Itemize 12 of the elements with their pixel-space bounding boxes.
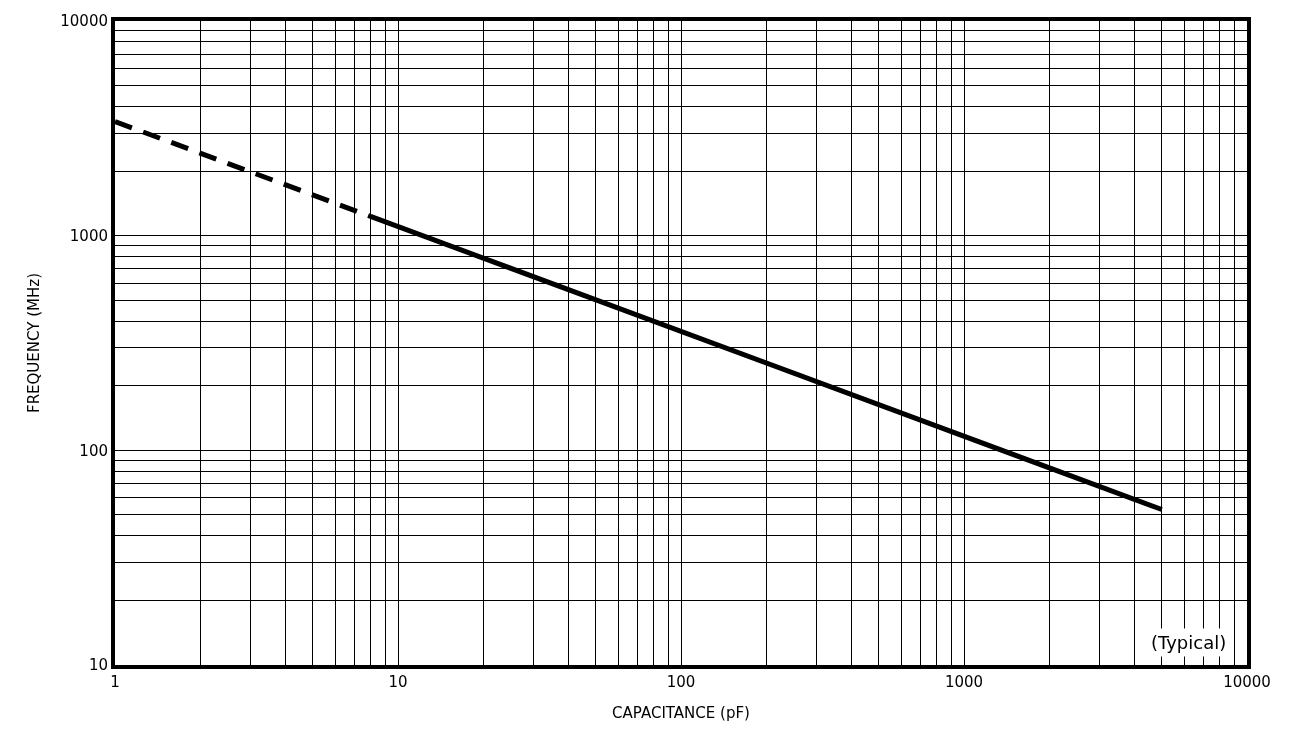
y-tick-label: 1000	[69, 226, 108, 245]
y-tick-label: 10	[88, 656, 108, 675]
x-axis-title: CAPACITANCE (pF)	[612, 703, 750, 722]
y-tick-label: 10000	[60, 12, 108, 31]
x-tick-label: 1	[110, 673, 120, 691]
x-tick-label: 100	[666, 673, 696, 691]
y-tick-label: 100	[79, 441, 108, 460]
x-tick-label: 10000	[1223, 673, 1271, 691]
y-axis-title: FREQUENCY (MHz)	[25, 273, 44, 413]
x-tick-label: 1000	[944, 673, 984, 691]
x-tick-label: 10	[388, 673, 408, 691]
annotation: (Typical)	[1151, 632, 1227, 653]
